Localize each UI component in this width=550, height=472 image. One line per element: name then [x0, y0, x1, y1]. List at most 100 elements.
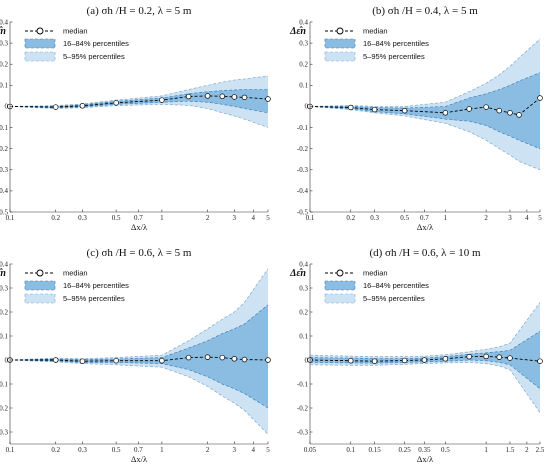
x-tick-label: 2.5	[536, 446, 545, 454]
x-tick-label: 1.5	[506, 446, 515, 454]
legend-16-84-label: 16–84% percentiles	[363, 281, 429, 290]
median-point	[265, 357, 271, 363]
x-tick-label: 0.2	[51, 446, 60, 454]
median-point	[483, 353, 489, 360]
median-point	[241, 356, 248, 363]
median-point	[401, 357, 408, 364]
y-tick-label: -0.2	[0, 404, 8, 412]
x-tick-label: 0.1	[306, 214, 315, 222]
panel-title: (c) σh /H = 0.6, λ = 5 m	[87, 247, 192, 259]
x-axis-label: Δx/λ	[131, 222, 148, 232]
y-tick-label: -0.2	[0, 145, 8, 153]
band-16-84-lower	[10, 359, 268, 409]
x-tick-label: 5	[538, 214, 542, 222]
median-point	[442, 356, 449, 362]
panel-c: 0.1 0.2 0.3 0.5 0.7 1 2 3 4 5 -0.3 -0.2 -0.1 0 0.1 0.2 0…	[0, 247, 271, 464]
x-tick-label: 2	[206, 214, 210, 222]
legend-5-95-swatch	[24, 293, 56, 304]
band-16-84	[310, 72, 540, 149]
median-point	[516, 112, 522, 118]
y-tick-label: -0.3	[0, 166, 8, 174]
median-point	[241, 94, 248, 101]
median-point	[507, 110, 513, 116]
legend-median-marker	[336, 269, 344, 277]
x-tick-label: 0.7	[134, 214, 143, 222]
median-point	[466, 353, 472, 360]
x-tick-label: 0.5	[441, 446, 450, 454]
legend-median-label: median	[63, 27, 88, 36]
median-point	[537, 358, 543, 364]
x-tick-label: 0.3	[78, 446, 87, 454]
band-16-84	[10, 304, 268, 408]
median-point	[496, 354, 502, 360]
y-tick-label: 0.2	[0, 61, 9, 69]
median-point	[185, 93, 192, 100]
median-point	[204, 93, 211, 99]
median-point	[219, 93, 226, 100]
panel-title: (d) σh /H = 0.6, λ = 10 m	[369, 247, 480, 259]
x-tick-label: 4	[252, 446, 256, 454]
y-tick-label: -0.1	[0, 124, 8, 132]
x-tick-label: 4	[525, 214, 529, 222]
plot-area	[310, 38, 540, 171]
x-tick-label: 0.3	[78, 214, 87, 222]
y-tick-label: 0.1	[299, 82, 308, 90]
median-point	[113, 100, 119, 106]
band-16-84-upper	[10, 304, 268, 361]
y-tick-label: 0.4	[0, 18, 9, 26]
median-line	[310, 97, 540, 116]
x-tick-label: 0.25	[398, 446, 411, 454]
y-tick-label: -0.1	[297, 380, 309, 388]
legend-5-95-swatch	[24, 51, 56, 62]
panel-a: 0.1 0.2 0.3 0.5 0.7 1 2 3 4 5 -0.5 -0.4 -0.3 -0.2 -0.1…	[0, 5, 271, 232]
y-tick-label: 0	[305, 356, 309, 364]
x-tick-label: 0.2	[346, 214, 355, 222]
x-tick-label: 5	[266, 214, 270, 222]
x-axis-label: Δx/λ	[131, 454, 148, 464]
plot-area	[10, 268, 268, 435]
median-point	[507, 355, 513, 361]
y-tick-label: 0.3	[0, 284, 9, 292]
median-point	[496, 107, 502, 114]
legend-median-label: median	[363, 269, 388, 278]
legend-5-95-label: 5–95% percentiles	[363, 294, 425, 303]
panel-title: (a) σh /H = 0.2, λ = 5 m	[87, 5, 192, 17]
y-tick-label: -0.4	[0, 187, 8, 195]
x-tick-label: 0.5	[400, 214, 409, 222]
median-point	[231, 94, 238, 100]
y-tick-label: -0.1	[297, 124, 309, 132]
median-point	[159, 97, 165, 103]
y-tick-label: 0.4	[0, 260, 9, 268]
y-tick-label: -0.3	[297, 428, 309, 436]
y-tick-label: 0.3	[299, 284, 308, 292]
y-tick-label: -0.5	[297, 208, 309, 216]
y-tick-label: 0	[5, 103, 9, 111]
median-point	[159, 357, 165, 364]
y-axis-label: Δε̂n	[0, 26, 6, 37]
median-point	[79, 103, 86, 109]
median-point	[348, 104, 354, 111]
band-5-95-lower	[10, 359, 268, 435]
legend-16-84-label: 16–84% percentiles	[63, 39, 129, 48]
median-point	[371, 106, 378, 113]
y-tick-label: -0.4	[297, 187, 309, 195]
legend-5-95-label: 5–95% percentiles	[363, 52, 425, 61]
y-tick-label: 0.3	[0, 39, 9, 47]
median-point	[185, 354, 192, 361]
band-16-84-upper	[310, 72, 540, 109]
y-axis-label: Δε̂n	[0, 268, 6, 279]
y-tick-label: 0	[5, 356, 9, 364]
legend: median 16–84% percentiles 5–95% percentile…	[324, 269, 429, 304]
median-point	[442, 110, 449, 116]
panel-title: (b) σh /H = 0.4, λ = 5 m	[372, 5, 478, 17]
median-point	[537, 95, 543, 101]
x-tick-label: 0.7	[134, 446, 143, 454]
median-point	[113, 357, 119, 364]
y-tick-label: 0.4	[299, 18, 308, 26]
y-tick-label: -0.5	[0, 208, 8, 216]
legend-16-84-label: 16–84% percentiles	[363, 39, 429, 48]
x-tick-label: 0.2	[51, 214, 60, 222]
legend-median-label: median	[363, 27, 388, 36]
x-tick-label: 4	[252, 214, 256, 222]
